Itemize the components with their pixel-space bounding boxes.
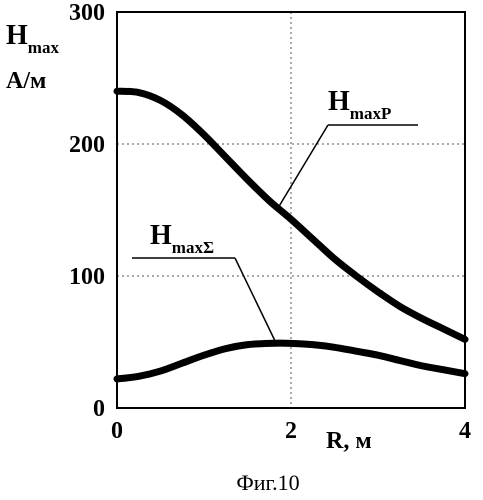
x-tick-label: 4: [459, 418, 471, 444]
y-axis-label: Hmax: [6, 20, 59, 57]
y-tick-label: 0: [93, 396, 105, 422]
series-label-hmaxp: HmaxP: [328, 86, 391, 123]
grid-lines: [117, 12, 465, 408]
y-tick-label: 300: [69, 0, 105, 26]
series-leader-hmaxsigma-pointer: [235, 258, 277, 345]
y-axis-unit: А/м: [6, 68, 46, 94]
x-tick-label: 0: [111, 418, 123, 444]
y-tick-label: 100: [69, 264, 105, 290]
x-axis-label: R, м: [326, 428, 372, 454]
series-label-hmaxsigma: HmaxΣ: [150, 220, 214, 257]
y-tick-label: 200: [69, 132, 105, 158]
series-leader-hmaxp-pointer: [278, 125, 328, 208]
x-tick-label: 2: [285, 418, 297, 444]
figure-caption: Фиг.10: [236, 470, 299, 495]
